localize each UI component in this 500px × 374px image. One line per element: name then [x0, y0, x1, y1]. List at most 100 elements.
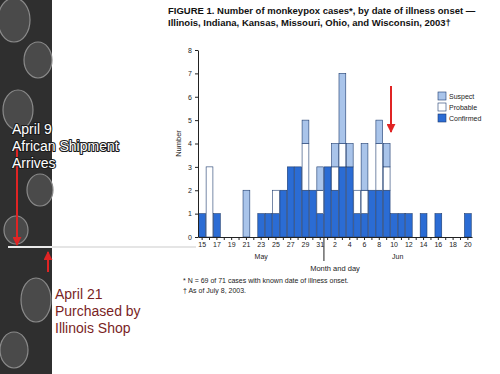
x-tick-mark [209, 237, 210, 240]
x-tick [430, 237, 431, 240]
x-tick-mark [290, 237, 291, 240]
x-tick: 27 [287, 237, 295, 248]
x-tick: 12 [405, 237, 413, 248]
annotation-text: April 9 [12, 121, 52, 137]
x-tick [401, 237, 402, 240]
x-tick-mark [261, 237, 262, 240]
bar-segment [391, 213, 398, 214]
x-tick [312, 237, 313, 240]
y-tick-label: 7 [188, 70, 192, 77]
bar-segment [280, 190, 287, 237]
x-tick: 8 [377, 237, 381, 248]
bar-segment [236, 237, 243, 238]
bar-segment [346, 167, 353, 237]
bar-segment [450, 237, 457, 238]
x-tick-label: 23 [257, 241, 265, 248]
x-tick-mark [275, 237, 276, 240]
x-tick-mark [335, 237, 336, 240]
bar-segment [442, 237, 449, 238]
month-divider [323, 237, 324, 261]
bar-segment [332, 167, 339, 190]
bar-segment [295, 166, 302, 167]
bar-segment [420, 213, 427, 214]
bar-segment [309, 190, 316, 237]
x-tick-mark [320, 237, 321, 240]
y-tick-mark [195, 167, 198, 168]
bar-segment [376, 190, 383, 237]
bar-segment [324, 166, 331, 167]
legend-swatch [438, 103, 446, 111]
x-tick [253, 237, 254, 240]
timeline-line-strip [8, 246, 52, 248]
bar-segment [228, 237, 235, 238]
x-tick-mark [202, 237, 203, 240]
title-line: Illinois, Indiana, Kansas, Missouri, Ohi… [168, 17, 451, 28]
bar-segment [221, 237, 228, 238]
y-tick-label: 2 [188, 187, 192, 194]
background [0, 0, 500, 374]
x-tick: 31 [316, 237, 324, 248]
bar-segment [332, 144, 339, 167]
bars [199, 73, 472, 237]
y-tick: 0 [188, 234, 198, 241]
bar-segment [250, 237, 257, 238]
y-axis: 012345678 [188, 47, 198, 241]
image-strip [0, 0, 52, 374]
y-tick-mark [195, 120, 198, 121]
bar-segment [420, 214, 427, 237]
bar-segment [435, 213, 442, 214]
legend-swatch [438, 92, 446, 100]
y-tick: 3 [188, 164, 198, 171]
strip-cell [24, 42, 52, 78]
y-tick-label: 5 [188, 117, 192, 124]
bar-segment [398, 213, 405, 214]
legend-label: Confirmed [449, 115, 481, 122]
x-tick: 19 [228, 237, 236, 248]
x-tick [460, 237, 461, 240]
bar-segment [383, 190, 390, 237]
x-tick-label: 29 [302, 241, 310, 248]
y-axis-line [198, 51, 199, 238]
bar-segment [324, 167, 331, 237]
bar-segment [464, 213, 471, 214]
x-tick: 4 [348, 237, 352, 248]
x-tick-mark [224, 237, 225, 240]
x-tick: 2 [333, 237, 337, 248]
bar-segment [221, 237, 228, 238]
annotation-text: Arrives [12, 155, 56, 171]
footnote: † As of July 8, 2003. [183, 287, 246, 295]
x-tick-label: 8 [377, 241, 381, 248]
x-tick: 6 [363, 237, 367, 248]
x-tick-mark [408, 237, 409, 240]
y-tick-label: 4 [188, 140, 192, 147]
y-tick: 2 [188, 187, 198, 194]
bar-segment [457, 237, 464, 238]
x-tick-mark [283, 237, 284, 240]
bar-segment [295, 166, 302, 167]
bar-segment [287, 166, 294, 167]
x-tick-mark [298, 237, 299, 240]
bar-segment [302, 120, 309, 143]
annotation-text: Purchased by [55, 303, 141, 319]
bar-segment [435, 214, 442, 237]
x-tick-mark [239, 237, 240, 240]
bar-segment [405, 214, 412, 237]
bar-segment [228, 237, 235, 238]
x-tick-label: 25 [272, 241, 280, 248]
bar-segment [273, 190, 280, 213]
bar-segment [413, 237, 420, 238]
x-tick-mark [268, 237, 269, 240]
y-tick-label: 6 [188, 93, 192, 100]
y-tick-label: 1 [188, 210, 192, 217]
x-tick-mark [430, 237, 431, 240]
x-tick [224, 237, 225, 240]
bar-segment [199, 213, 206, 214]
bar-segment [428, 237, 435, 238]
bar-segment [250, 237, 257, 238]
bar-segment [428, 237, 435, 238]
x-tick-mark [467, 237, 468, 240]
bar-segment [214, 214, 221, 237]
bar-segment [243, 190, 250, 237]
x-tick-mark [357, 237, 358, 240]
bar-segment [450, 237, 457, 238]
